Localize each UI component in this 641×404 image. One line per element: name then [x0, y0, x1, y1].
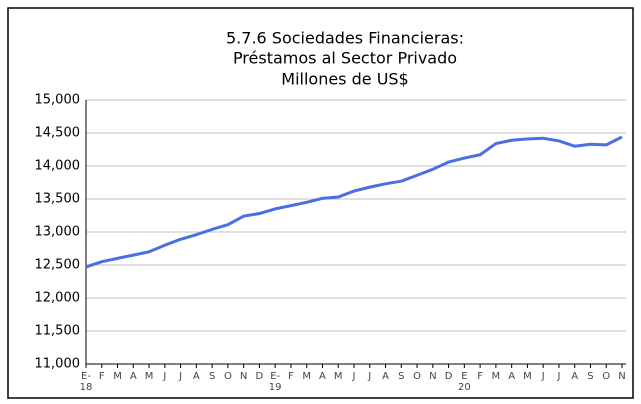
y-tick-label: 11,000	[35, 357, 81, 372]
y-tick-label: 11,500	[35, 324, 81, 339]
y-tick-label: 14,000	[35, 159, 81, 174]
x-tick-label: N	[618, 371, 625, 382]
chart-frame	[7, 7, 634, 399]
x-year-label: 18	[80, 382, 93, 393]
y-tick-label: 13,500	[35, 192, 81, 207]
x-tick-label: M	[523, 371, 532, 382]
data-line	[85, 135, 623, 269]
y-tick-label: 13,000	[35, 225, 81, 240]
x-tick-label: F	[477, 371, 483, 382]
x-tick-label: J	[162, 371, 166, 382]
y-tick-label: 15,000	[35, 93, 81, 108]
x-tick-label: M	[113, 371, 122, 382]
y-tick-label: 12,000	[35, 291, 81, 306]
chart-title: Millones de US$	[281, 70, 408, 89]
x-tick-label: A	[130, 371, 137, 382]
x-tick-label: J	[556, 371, 560, 382]
y-tick-label: 12,500	[35, 258, 81, 273]
x-tick-label: O	[413, 371, 421, 382]
x-tick-label: A	[193, 371, 200, 382]
x-tick-label: D	[445, 371, 453, 382]
x-tick-label: M	[334, 371, 343, 382]
x-tick-label: M	[145, 371, 154, 382]
x-tick-label: E-	[81, 371, 91, 382]
x-tick-label: F	[99, 371, 105, 382]
x-tick-label: E	[461, 371, 467, 382]
x-tick-label: S	[587, 371, 593, 382]
x-year-label: 19	[269, 382, 282, 393]
chart-title: 5.7.6 Sociedades Financieras:	[226, 29, 464, 48]
x-tick-label: J	[541, 371, 545, 382]
x-tick-label: J	[352, 371, 356, 382]
x-tick-label: J	[367, 371, 371, 382]
y-tick-label: 14,500	[35, 126, 81, 141]
x-tick-label: E-	[270, 371, 280, 382]
x-year-label: 20	[458, 382, 471, 393]
x-tick-label: S	[209, 371, 215, 382]
chart-title: Préstamos al Sector Privado	[233, 49, 457, 68]
x-tick-label: A	[508, 371, 515, 382]
x-tick-label: F	[288, 371, 294, 382]
x-tick-label: S	[398, 371, 404, 382]
x-tick-label: A	[571, 371, 578, 382]
x-tick-label: M	[492, 371, 501, 382]
x-tick-label: J	[178, 371, 182, 382]
x-tick-label: D	[256, 371, 264, 382]
x-tick-label: A	[319, 371, 326, 382]
x-tick-label: A	[382, 371, 389, 382]
x-tick-label: M	[302, 371, 311, 382]
x-tick-label: O	[602, 371, 610, 382]
x-tick-label: N	[240, 371, 247, 382]
x-tick-label: N	[429, 371, 436, 382]
x-tick-label: O	[224, 371, 232, 382]
